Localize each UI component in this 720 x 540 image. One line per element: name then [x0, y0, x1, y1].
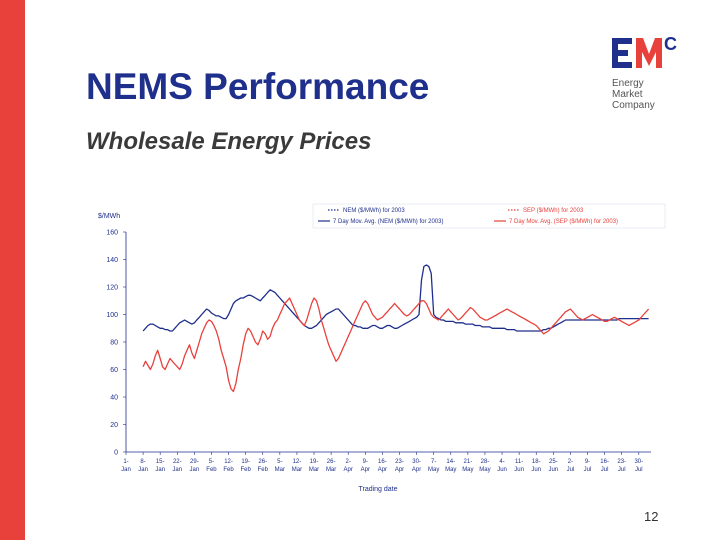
y-axis-label: $/MWh — [98, 213, 120, 220]
x-tick-label-month: Apr — [412, 467, 421, 473]
x-tick-label-day: 8- — [140, 459, 145, 465]
emc-logo-mark: C — [612, 34, 677, 68]
series-nem-moving-average — [142, 264, 649, 332]
legend-entry: SEP ($/MWh) for 2003 — [523, 208, 584, 214]
x-tick-label-month: May — [445, 467, 456, 473]
company-logo: C Energy Market Company — [610, 34, 690, 120]
y-tick-label: 140 — [106, 257, 118, 264]
x-tick-label-month: Feb — [258, 467, 269, 473]
x-tick-label-day: 7- — [431, 459, 436, 465]
x-tick-label-month: Apr — [395, 467, 404, 473]
x-tick-label-day: 12- — [224, 459, 233, 465]
slide-title: NEMS Performance — [86, 66, 430, 107]
x-tick-label-month: Mar — [292, 467, 302, 473]
chart-legend: NEM ($/MWh) for 2003 SEP ($/MWh) for 2003… — [312, 203, 666, 229]
legend-entry: 7 Day Mov. Avg. (NEM ($/MWh) for 2003) — [333, 219, 443, 225]
x-tick-label-month: Feb — [240, 467, 251, 473]
x-tick-label-month: Jul — [567, 467, 575, 473]
x-tick-label-day: 29- — [190, 459, 199, 465]
x-tick-label-day: 25- — [549, 459, 558, 465]
logo-line-1: Energy — [612, 78, 644, 89]
x-tick-label-day: 26- — [258, 459, 267, 465]
chart-axes: 0 20 40 60 80 100 120 140 160 1- Jan 8- Jan 15- Jan 22-… — [106, 230, 651, 473]
y-tick-label: 80 — [110, 340, 118, 347]
x-tick-label-day: 2- — [346, 459, 351, 465]
x-tick-label-day: 18- — [532, 459, 541, 465]
y-tick-label: 40 — [110, 395, 118, 402]
x-tick-label-month: May — [428, 467, 439, 473]
x-tick-label-month: Jul — [635, 467, 643, 473]
x-tick-label-day: 28- — [481, 459, 490, 465]
logo-mark-text: C — [664, 34, 677, 54]
x-tick-label-month: Jan — [172, 467, 182, 473]
x-tick-label-day: 19- — [241, 459, 250, 465]
x-tick-label-month: Jul — [601, 467, 609, 473]
x-tick-label-month: Mar — [309, 467, 319, 473]
x-tick-label-day: 4- — [499, 459, 504, 465]
x-tick-label-month: Feb — [223, 467, 234, 473]
accent-bar — [0, 0, 25, 540]
y-tick-label: 160 — [106, 230, 118, 237]
logo-line-3: Company — [612, 100, 655, 111]
x-tick-label-day: 22- — [173, 459, 182, 465]
y-tick-label: 100 — [106, 312, 118, 319]
y-tick-label: 0 — [114, 450, 118, 457]
x-tick-label-day: 14- — [446, 459, 455, 465]
slide-subtitle: Wholesale Energy Prices — [86, 128, 372, 155]
y-tick-label: 120 — [106, 285, 118, 292]
legend-box — [312, 203, 666, 229]
x-tick-label-month: Jul — [618, 467, 626, 473]
x-tick-label-day: 5- — [209, 459, 214, 465]
x-tick-label-month: Jan — [138, 467, 148, 473]
x-tick-label-day: 21- — [464, 459, 473, 465]
logo-line-2: Market — [612, 89, 643, 100]
x-tick-label-day: 26- — [327, 459, 336, 465]
x-tick-label-month: May — [462, 467, 473, 473]
x-tick-label-day: 16- — [600, 459, 609, 465]
x-tick-label-day: 11- — [515, 459, 523, 465]
x-tick-label-day: 1- — [123, 459, 128, 465]
x-tick-label-day: 23- — [617, 459, 626, 465]
x-tick-label-month: May — [479, 467, 490, 473]
x-tick-label-month: Jul — [584, 467, 592, 473]
x-tick-label-month: Jun — [497, 467, 507, 473]
x-tick-label-month: Apr — [378, 467, 387, 473]
x-tick-label-month: Jun — [514, 467, 524, 473]
x-tick-label-day: 12- — [293, 459, 302, 465]
x-tick-label-month: Mar — [326, 467, 336, 473]
x-axis-label: Trading date — [358, 486, 397, 493]
x-tick-label-day: 15- — [156, 459, 165, 465]
x-tick-label-day: 19- — [310, 459, 319, 465]
x-tick-label-month: Apr — [344, 467, 353, 473]
x-tick-label-month: Jun — [531, 467, 541, 473]
x-tick-label-day: 9- — [363, 459, 368, 465]
x-tick-label-day: 5- — [277, 459, 282, 465]
x-tick-label-day: 23- — [395, 459, 404, 465]
x-tick-label-day: 30- — [634, 459, 643, 465]
x-tick-label-month: Feb — [206, 467, 217, 473]
x-tick-label-day: 16- — [378, 459, 387, 465]
x-tick-label-day: 30- — [412, 459, 421, 465]
legend-entry: 7 Day Mov. Avg. (SEP ($/MWh) for 2003) — [509, 219, 618, 225]
y-tick-label: 60 — [110, 367, 118, 374]
chart-series — [142, 264, 650, 393]
legend-entry: NEM ($/MWh) for 2003 — [343, 208, 405, 214]
x-tick-label-month: Jan — [190, 467, 200, 473]
x-tick-label-month: Jan — [121, 467, 131, 473]
x-tick-label-month: Jun — [548, 467, 558, 473]
page-number: 12 — [644, 509, 659, 524]
x-tick-label-month: Jan — [155, 467, 165, 473]
y-tick-label: 20 — [110, 422, 118, 429]
x-tick-label-day: 9- — [585, 459, 590, 465]
x-tick-label-month: Apr — [361, 467, 370, 473]
x-tick-label-month: Mar — [275, 467, 285, 473]
series-sep-moving-average — [142, 297, 650, 393]
price-chart: $/MWh Trading date NEM ($/MWh) for 2003 S… — [98, 203, 666, 493]
x-tick-label-day: 2- — [568, 459, 573, 465]
